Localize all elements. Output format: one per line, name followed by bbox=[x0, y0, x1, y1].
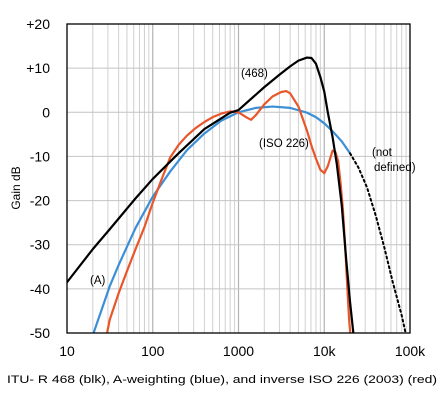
x-tick-label: 1000 bbox=[223, 343, 254, 359]
x-tick-label: 100 bbox=[141, 343, 165, 359]
y-tick-label: -50 bbox=[30, 325, 50, 341]
annotation-not-defined-line2: defined) bbox=[374, 162, 416, 174]
tick-labels: 10 100 1000 10k 100k +20 +10 0 -10 -20 -30 -40 -50 bbox=[26, 16, 426, 359]
y-tick-label: -10 bbox=[30, 148, 50, 164]
plot-frame bbox=[66, 23, 411, 334]
y-tick-label: +20 bbox=[26, 16, 50, 32]
y-tick-label: -20 bbox=[30, 193, 50, 209]
series-line-a-weighting bbox=[92, 105, 352, 333]
y-tick-label: 0 bbox=[42, 104, 50, 120]
y-tick-label: -30 bbox=[30, 237, 50, 253]
series-layer bbox=[67, 56, 407, 333]
annotation-468: (468) bbox=[241, 68, 268, 80]
y-tick-label: +10 bbox=[26, 60, 50, 76]
annotation-iso226: (ISO 226) bbox=[259, 138, 309, 150]
annotation-not-defined-line1: (not bbox=[372, 147, 393, 159]
chart-caption: ITU- R 468 (blk), A-weighting (blue), an… bbox=[7, 374, 437, 386]
series-line-a-weighting-extrapolated bbox=[349, 152, 407, 333]
x-tick-label: 100k bbox=[395, 343, 426, 359]
grid bbox=[67, 24, 410, 333]
annotation-a: (A) bbox=[90, 275, 106, 287]
x-tick-label: 10 bbox=[59, 343, 75, 359]
series-line-itu468 bbox=[67, 56, 355, 333]
y-axis-label: Gain dB bbox=[9, 166, 23, 209]
x-tick-label: 10k bbox=[313, 343, 337, 359]
y-tick-label: -40 bbox=[30, 281, 50, 297]
